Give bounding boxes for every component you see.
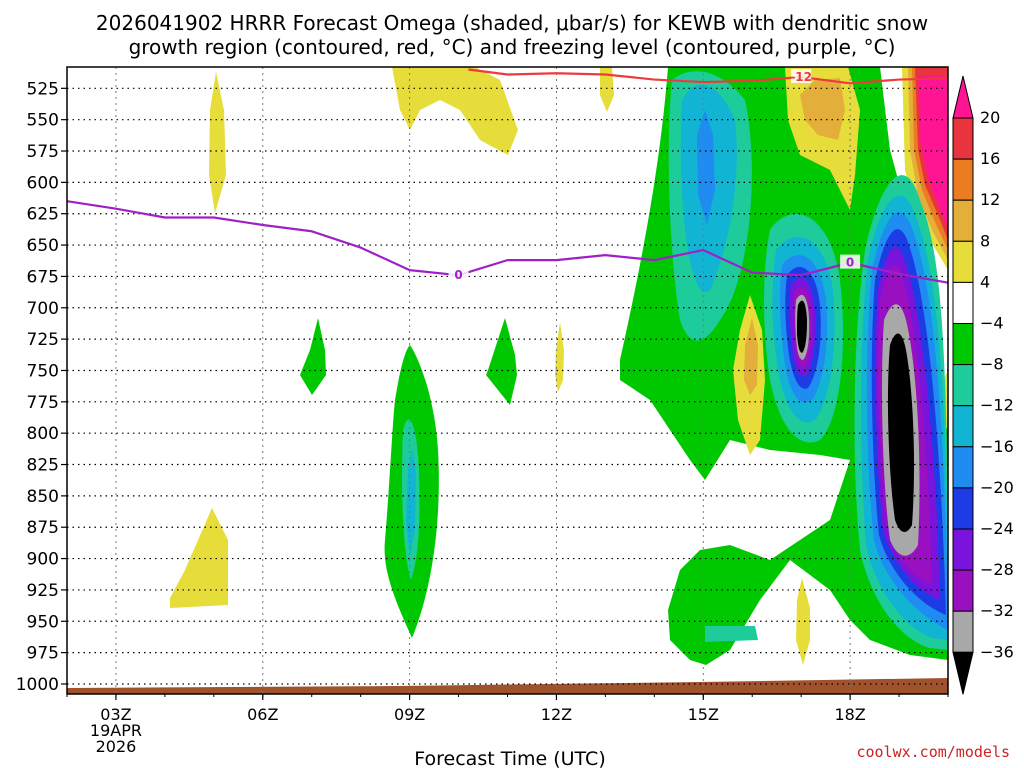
colorbar-label: −32 [980,601,1014,620]
y-tick-label: 850 [27,487,59,507]
colorbar-swatch [952,364,974,407]
x-tick-label: 06Z [247,705,278,724]
y-tick-label: 950 [27,612,59,632]
colorbar-swatch [952,651,974,695]
omega-shading [67,67,948,694]
y-tick-label: 975 [27,644,59,664]
colorbar-swatch [952,528,974,571]
colorbar-label: −4 [980,314,1004,333]
x-tick-label: 12Z [541,705,572,724]
omega-pos-20-20z [918,75,948,230]
x-date-label-line1: 19APR [90,721,142,740]
contour-lines: 0 0 -12 [66,68,949,284]
colorbar-swatch [952,240,974,283]
y-tick-label: 650 [27,236,59,256]
omega-pos-4-top [392,67,518,155]
dendritic-growth-contour-label-bg [791,69,812,84]
y-tick-label: 575 [27,142,59,162]
omega-neg-4-11z [486,318,517,405]
colorbar-label: 4 [980,272,990,291]
omega-pos-8-16z [744,318,758,395]
colorbar-swatch [952,487,974,530]
y-tick-label: 725 [27,330,59,350]
y-tick-label: 1000 [16,675,59,695]
colorbar-swatch [952,158,974,201]
colorbar-swatch [952,199,974,242]
y-tick-label: 900 [27,550,59,570]
y-tick-label: 700 [27,299,59,319]
omega-neg-8-15z-low [705,626,758,642]
colorbar-label: −8 [980,355,1004,374]
freezing-level-contour-label: 0 [454,268,462,282]
freezing-level-contour-label-bg [448,267,469,282]
y-tick-label: 675 [27,267,59,287]
colorbar-swatch [952,117,974,160]
y-tick-label: 800 [27,424,59,444]
x-axis-label: Forecast Time (UTC) [414,748,605,768]
colorbar-swatch [952,405,974,448]
y-tick-label: 825 [27,456,59,476]
omega-pos-4-17z-low [796,578,810,665]
omega-neg-36-17z [797,300,807,353]
terrain-surface [67,678,948,694]
colorbar-label: −28 [980,560,1014,579]
chart-title-line2: growth region (contoured, red, °C) and f… [129,35,896,59]
y-tick-label: 875 [27,518,59,538]
colorbar-label: 16 [980,149,1000,168]
y-tick-label: 525 [27,79,59,99]
colorbar: 20 16 12 8 4 −4 −8 −12 −16 −20 −24 −28 −32 −36 [952,75,1014,695]
freezing-level-contour-label-bg [840,254,861,269]
plot-grid [67,67,948,694]
x-tick-label: 03Z [100,705,131,724]
colorbar-swatch [952,323,974,366]
colorbar-label: −16 [980,437,1014,456]
colorbar-swatch [952,610,974,653]
omega-neg-16-15z [697,110,715,225]
colorbar-label: −12 [980,396,1014,415]
chart-title-line1: 2026041902 HRRR Forecast Omega (shaded, … [96,11,928,35]
y-tick-label: 775 [27,393,59,413]
x-tick-label: 18Z [834,705,865,724]
y-tick-label: 600 [27,173,59,193]
omega-pos-8-17z [800,78,845,140]
colorbar-swatch [952,446,974,489]
colorbar-label: 8 [980,231,990,250]
y-tick-label: 925 [27,581,59,601]
colorbar-label: −24 [980,519,1014,538]
freezing-level-contour [66,200,949,284]
colorbar-swatch [952,569,974,612]
dendritic-growth-contour [468,68,949,85]
x-tick-label: 15Z [688,705,719,724]
x-date-label-line2: 2026 [96,737,137,756]
y-tick-label: 750 [27,361,59,381]
omega-pos-4-12z [555,322,564,392]
omega-neg-12-09z [406,450,416,555]
colorbar-swatch [952,281,974,324]
omega-pos-4-13z [600,67,614,112]
freezing-level-contour-label: 0 [846,256,854,270]
y-axis: 525 550 575 600 625 650 675 700 725 750 775 800 825 8… [16,79,67,695]
omega-pos-4-05z-upper [209,72,226,213]
omega-neg-36-19z [887,333,914,532]
omega-neg-4-07z [300,318,326,395]
colorbar-label: −36 [980,642,1014,661]
y-tick-label: 550 [27,111,59,131]
colorbar-label: 12 [980,190,1000,209]
x-tick-label: 09Z [394,705,425,724]
colorbar-label: 20 [980,108,1000,127]
colorbar-swatch [952,75,974,119]
y-tick-label: 625 [27,205,59,225]
dendritic-growth-contour-label: -12 [790,70,812,84]
colorbar-label: −20 [980,478,1014,497]
credit-link[interactable]: coolwx.com/models [856,743,1010,761]
